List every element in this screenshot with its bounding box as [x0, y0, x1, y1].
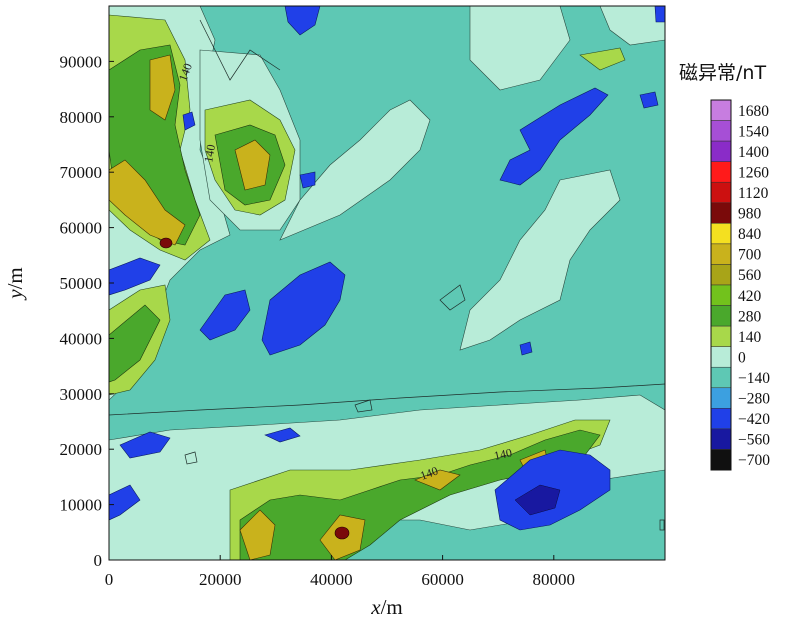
colorbar-frame	[710, 99, 732, 471]
y-tick-label: 0	[94, 551, 103, 570]
x-tick-label: 80000	[533, 570, 576, 589]
anomaly-zone-peak	[109, 54, 551, 560]
colorbar-swatch	[710, 120, 732, 142]
colorbar-swatch	[710, 387, 732, 409]
colorbar-tick-label: −140	[738, 370, 770, 387]
colorbar-tick-label: 560	[738, 267, 762, 284]
colorbar-swatch	[710, 284, 732, 306]
contour-plot-area: 140 140 140 140	[109, 6, 665, 560]
y-tick-label: 20000	[60, 440, 103, 459]
colorbar-tick-label: −560	[738, 432, 770, 449]
colorbar-swatch	[710, 140, 732, 162]
colorbar-swatch	[710, 428, 732, 450]
colorbar-tick-label: 1400	[738, 144, 769, 161]
colorbar-swatch	[710, 243, 732, 265]
colorbar-title: 磁异常/nT	[679, 62, 766, 84]
colorbar-swatch	[710, 408, 732, 430]
colorbar-tick-label: 420	[738, 288, 762, 305]
contour-label: 140	[201, 143, 218, 163]
y-tick-label: 30000	[60, 385, 103, 404]
contour-label: 140	[418, 464, 440, 483]
colorbar-tick-label: −420	[738, 411, 770, 428]
anomaly-zone-negative-core	[514, 484, 561, 516]
colorbar-tick-label: 140	[738, 329, 762, 346]
y-tick-label: 90000	[60, 52, 103, 71]
y-tick-label: 10000	[60, 496, 103, 515]
contour-label: 140	[176, 61, 195, 83]
colorbar-swatch	[710, 325, 732, 347]
colorbar-swatch	[710, 181, 732, 204]
colorbar-swatch	[710, 223, 732, 245]
colorbar-tick-label: −700	[738, 452, 770, 469]
y-tick-label: 40000	[60, 329, 103, 348]
y-tick-label: 50000	[60, 274, 103, 293]
colorbar-tick-label: 980	[738, 206, 762, 223]
colorbar-swatch	[710, 99, 732, 121]
colorbar-swatch	[710, 305, 732, 327]
y-tick-label: 80000	[60, 108, 103, 127]
colorbar-tick-label: 280	[738, 308, 762, 325]
x-tick-label: 40000	[310, 570, 353, 589]
y-axis-label: y/m	[3, 267, 27, 301]
colorbar-tick-label: 700	[738, 247, 762, 264]
x-tick-label: 60000	[421, 570, 464, 589]
x-tick-label: 0	[105, 570, 114, 589]
colorbar-tick-label: 1540	[738, 123, 769, 140]
colorbar-swatch	[710, 346, 732, 368]
colorbar-tick-label: −280	[738, 391, 770, 408]
colorbar-swatch	[710, 449, 732, 471]
y-tick-label: 60000	[60, 219, 103, 238]
colorbar-tick-label: 1120	[738, 185, 769, 202]
colorbar-swatch	[710, 202, 732, 224]
colorbar-swatch	[710, 264, 732, 286]
colorbar-tick-label: 1260	[738, 164, 769, 181]
x-axis-label: x/m	[370, 595, 403, 619]
x-tick-label: 20000	[199, 570, 242, 589]
x-axis-ticks: 0 20000 40000 60000 80000	[105, 555, 575, 589]
colorbar: 1680154014001260112098084070056042028014…	[710, 99, 770, 471]
y-axis-ticks: 0 10000 20000 30000 40000 50000 60000 70000 8000…	[60, 52, 114, 570]
y-tick-label: 70000	[60, 163, 103, 182]
contour-label: 140	[493, 445, 514, 462]
colorbar-tick-label: 840	[738, 226, 762, 243]
colorbar-tick-label: 0	[738, 349, 746, 366]
colorbar-swatch	[710, 366, 732, 389]
colorbar-swatch	[710, 161, 732, 183]
contour-lines	[109, 19, 665, 531]
colorbar-tick-label: 1680	[738, 103, 769, 120]
